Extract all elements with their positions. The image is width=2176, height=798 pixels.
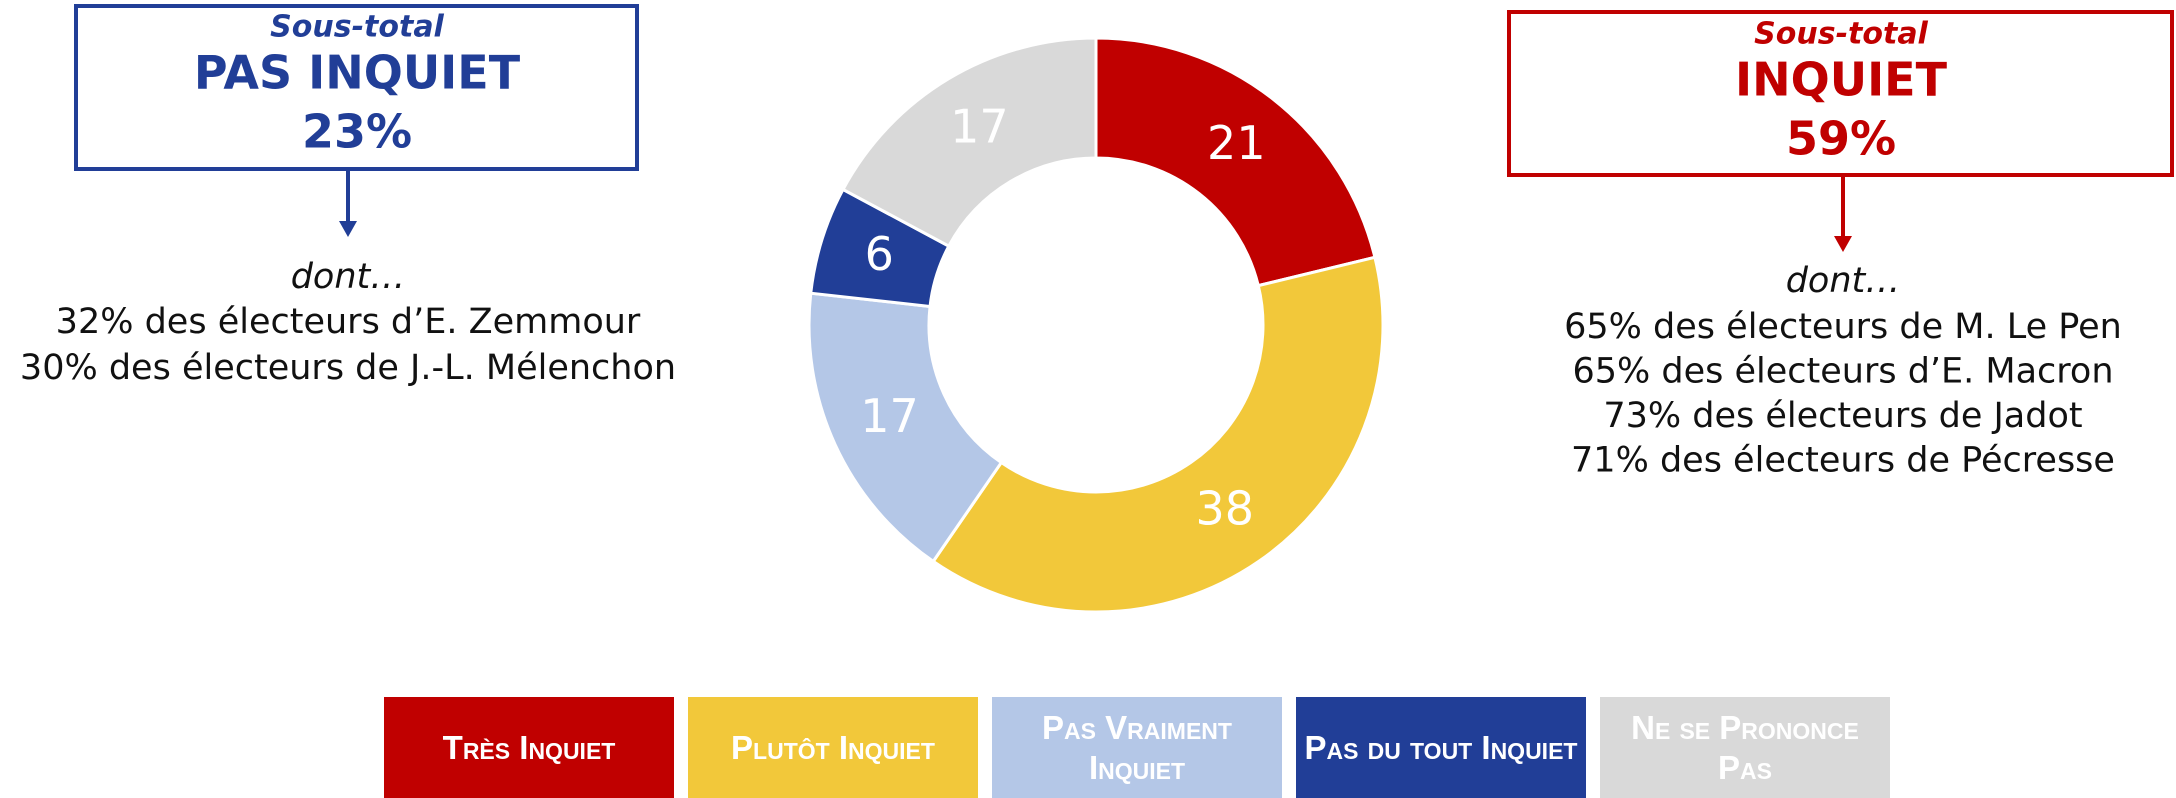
- intro-text: dont…: [1786, 261, 1901, 301]
- subtotal-label: PAS INQUIET: [194, 46, 521, 100]
- arrow-head: [1834, 236, 1852, 252]
- subtotal-subtitle: Sous-total: [270, 10, 444, 45]
- subtotal-box: [1507, 10, 2174, 177]
- legend-item: Pas Vraiment Inquiet: [992, 697, 1282, 798]
- intro-text: dont…: [291, 257, 406, 297]
- arrow-head: [339, 221, 357, 237]
- subtotal-value: 59%: [1786, 112, 1896, 166]
- detail-line: 71% des électeurs de Pécresse: [1571, 441, 2115, 481]
- detail-line: 32% des électeurs d’E. Zemmour: [56, 302, 641, 342]
- slice: [931, 255, 1385, 614]
- subtotal-box: [74, 4, 639, 171]
- data-label: 38: [1195, 481, 1254, 535]
- subtotal-label: INQUIET: [1735, 53, 1948, 107]
- subtotal-value: 23%: [302, 105, 412, 159]
- legend-item: Ne se Prononce Pas: [1600, 697, 1890, 798]
- legend-item: Pas du tout Inquiet: [1296, 697, 1586, 798]
- detail-line: 73% des électeurs de Jadot: [1603, 396, 2082, 436]
- detail-line: 65% des électeurs de M. Le Pen: [1564, 307, 2122, 347]
- subtotal-subtitle: Sous-total: [1754, 17, 1928, 52]
- data-label: 6: [865, 227, 894, 281]
- data-label: 17: [860, 389, 919, 443]
- data-label: 17: [950, 100, 1009, 154]
- data-label: 21: [1207, 116, 1266, 170]
- slice: [840, 36, 1098, 249]
- slice: [807, 291, 1004, 564]
- detail-line: 65% des électeurs d’E. Macron: [1572, 352, 2113, 392]
- slice: [1094, 36, 1377, 288]
- legend-item: Plutôt Inquiet: [688, 697, 978, 798]
- legend-item: Très Inquiet: [384, 697, 674, 798]
- detail-line: 30% des électeurs de J.-L. Mélenchon: [20, 348, 676, 388]
